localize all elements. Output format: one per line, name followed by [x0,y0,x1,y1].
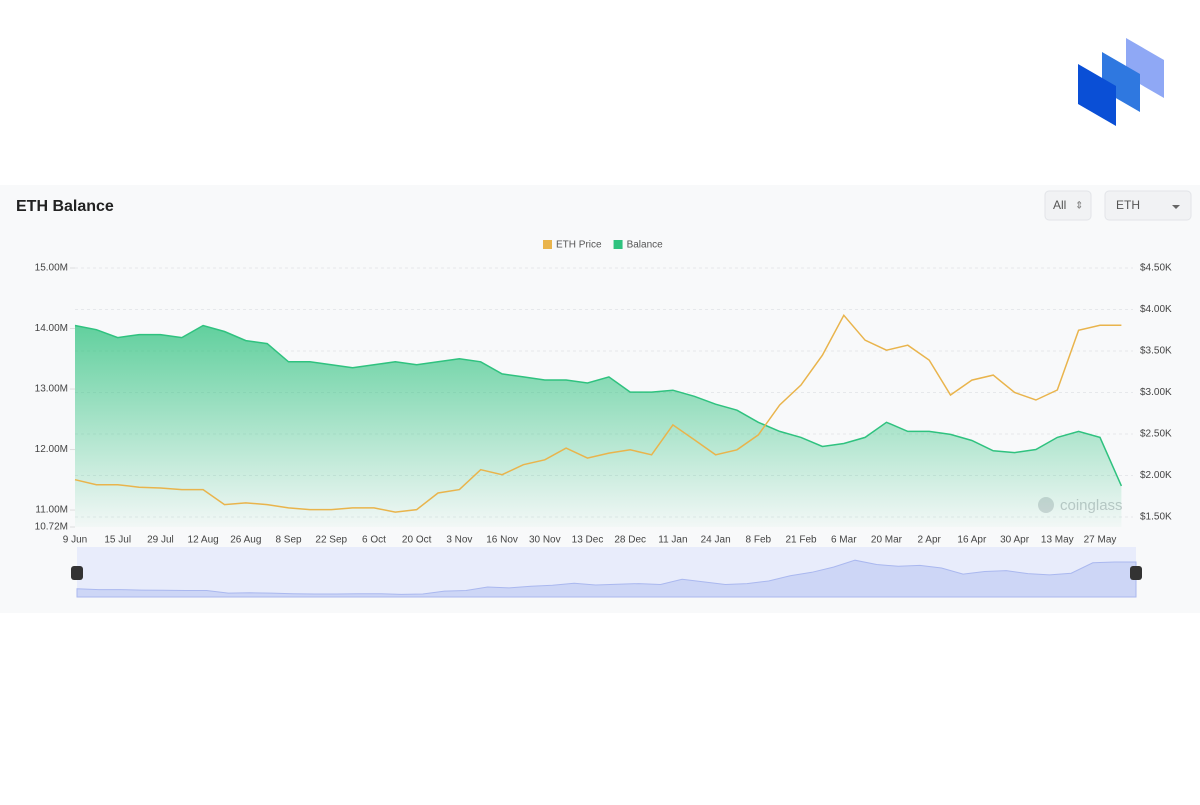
x-tick-label: 29 Jul [147,535,174,546]
x-tick-label: 8 Feb [746,535,772,546]
x-tick-label: 6 Oct [362,535,386,546]
y2-tick-label: $3.00K [1140,387,1172,398]
navigator-handle[interactable] [71,566,83,580]
range-selector-label: All [1053,198,1066,212]
x-tick-label: 3 Nov [446,535,472,546]
range-selector[interactable] [1044,190,1092,221]
x-tick-label: 12 Aug [188,535,219,546]
x-tick-label: 30 Nov [529,535,561,546]
range-arrows: ⇕ [1075,201,1083,212]
chart-title: ETH Balance [16,198,114,215]
navigator-area [76,559,1137,598]
y2-tick-label: $3.50K [1140,346,1172,357]
y-tick-label: 12.00M [35,444,68,455]
x-tick-label: 13 Dec [572,535,604,546]
y-tick-label: 14.00M [35,323,68,334]
y-tick-label: 11.00M [35,505,68,516]
y-tick-label: 10.72M [35,522,68,533]
legend-label: Balance [627,240,664,251]
y2-tick-label: $2.50K [1140,429,1172,440]
y2-tick-label: $4.00K [1140,304,1172,315]
x-tick-label: 16 Nov [486,535,518,546]
x-tick-label: 28 Dec [614,535,646,546]
y2-tick-label: $2.00K [1140,470,1172,481]
legend-swatch [543,240,552,249]
y2-tick-label: $1.50K [1140,512,1172,523]
balance-line [74,324,1123,487]
unit-selector-label: ETH [1116,198,1140,212]
x-tick-label: 22 Sep [315,535,347,546]
unit-selector[interactable] [1104,190,1192,221]
x-tick-label: 9 Jun [63,535,87,546]
x-tick-label: 6 Mar [831,535,857,546]
x-tick-label: 30 Apr [1000,535,1030,546]
x-tick-label: 11 Jan [658,535,687,546]
y2-tick-label: $4.50K [1140,263,1172,274]
legend-label: ETH Price [556,240,602,251]
x-tick-label: 27 May [1084,535,1117,546]
x-tick-label: 13 May [1041,535,1074,546]
x-tick-label: 24 Jan [701,535,731,546]
dropdown-caret [1172,205,1180,209]
logo [1078,38,1164,126]
x-tick-label: 15 Jul [104,535,131,546]
x-tick-label: 20 Mar [871,535,903,546]
balance-area [75,325,1122,527]
y-tick-label: 15.00M [35,263,68,274]
navigator-handle[interactable] [1130,566,1142,580]
legend-swatch [613,240,623,249]
x-tick-label: 20 Oct [402,535,432,546]
x-tick-label: 8 Sep [275,535,302,546]
x-tick-label: 26 Aug [230,535,261,546]
x-tick-label: 2 Apr [917,535,941,546]
x-tick-label: 21 Feb [785,535,817,546]
x-tick-label: 16 Apr [957,535,987,546]
price-line [74,313,1122,513]
y-tick-label: 13.00M [35,384,68,395]
